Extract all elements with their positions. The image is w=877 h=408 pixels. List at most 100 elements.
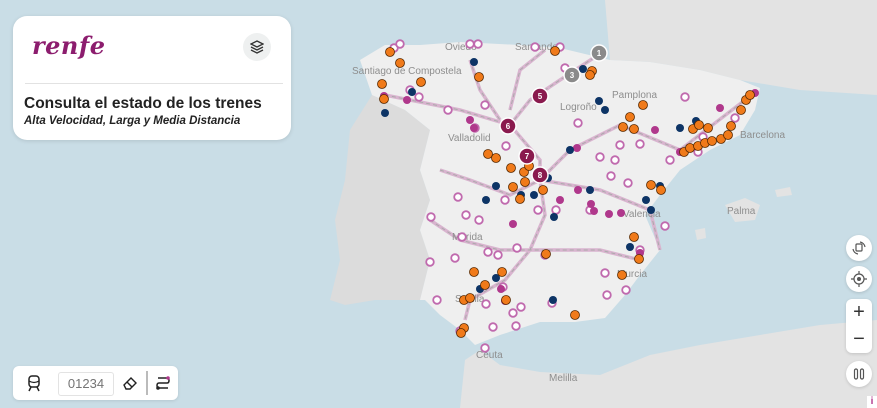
station-marker[interactable] — [551, 205, 561, 215]
train-delayed-marker[interactable] — [520, 177, 530, 187]
station-active-marker[interactable] — [716, 104, 724, 112]
train-on-time-marker[interactable] — [530, 191, 538, 199]
cluster-5[interactable]: 5 — [531, 87, 549, 105]
station-marker[interactable] — [501, 141, 511, 151]
station-active-marker[interactable] — [651, 126, 659, 134]
cluster-circle[interactable] — [531, 87, 549, 105]
station-marker[interactable] — [730, 113, 740, 123]
eraser-icon[interactable] — [121, 374, 139, 392]
station-marker[interactable] — [473, 39, 483, 49]
train-delayed-marker[interactable] — [456, 328, 466, 338]
station-marker[interactable] — [432, 295, 442, 305]
train-delayed-marker[interactable] — [541, 249, 551, 259]
cluster-circle[interactable] — [518, 147, 536, 165]
station-active-marker[interactable] — [574, 186, 582, 194]
station-active-marker[interactable] — [587, 200, 595, 208]
station-marker[interactable] — [480, 343, 490, 353]
train-on-time-marker[interactable] — [549, 296, 557, 304]
train-on-time-marker[interactable] — [601, 106, 609, 114]
train-delayed-marker[interactable] — [707, 136, 717, 146]
train-delayed-marker[interactable] — [474, 72, 484, 82]
train-on-time-marker[interactable] — [647, 206, 655, 214]
train-on-time-marker[interactable] — [586, 186, 594, 194]
station-active-marker[interactable] — [605, 210, 613, 218]
train-delayed-marker[interactable] — [618, 122, 628, 132]
train-delayed-marker[interactable] — [491, 153, 501, 163]
station-marker[interactable] — [488, 322, 498, 332]
train-on-time-marker[interactable] — [579, 65, 587, 73]
train-delayed-marker[interactable] — [506, 163, 516, 173]
cluster-3[interactable]: 3 — [563, 66, 581, 84]
cluster-circle[interactable] — [499, 117, 517, 135]
station-active-marker[interactable] — [497, 285, 505, 293]
station-marker[interactable] — [533, 205, 543, 215]
train-delayed-marker[interactable] — [745, 90, 755, 100]
station-marker[interactable] — [480, 100, 490, 110]
train-delayed-marker[interactable] — [646, 180, 656, 190]
train-delayed-marker[interactable] — [550, 46, 560, 56]
station-marker[interactable] — [602, 290, 612, 300]
station-marker[interactable] — [425, 257, 435, 267]
info-button[interactable]: i — [867, 396, 877, 408]
station-marker[interactable] — [414, 92, 424, 102]
train-delayed-marker[interactable] — [634, 254, 644, 264]
station-marker[interactable] — [512, 243, 522, 253]
train-delayed-marker[interactable] — [638, 100, 648, 110]
train-on-time-marker[interactable] — [626, 243, 634, 251]
train-delayed-marker[interactable] — [379, 94, 389, 104]
station-marker[interactable] — [474, 215, 484, 225]
station-marker[interactable] — [615, 140, 625, 150]
station-marker[interactable] — [395, 39, 405, 49]
train-delayed-marker[interactable] — [617, 270, 627, 280]
station-active-marker[interactable] — [466, 116, 474, 124]
zoom-in-button[interactable]: + — [853, 301, 865, 323]
train-delayed-marker[interactable] — [483, 149, 493, 159]
station-marker[interactable] — [461, 210, 471, 220]
train-delayed-marker[interactable] — [385, 47, 395, 57]
station-active-marker[interactable] — [556, 196, 564, 204]
train-on-time-marker[interactable] — [595, 97, 603, 105]
train-delayed-marker[interactable] — [656, 185, 666, 195]
train-delayed-marker[interactable] — [736, 105, 746, 115]
cluster-circle[interactable] — [563, 66, 581, 84]
train-delayed-marker[interactable] — [465, 293, 475, 303]
train-delayed-marker[interactable] — [585, 70, 595, 80]
station-marker[interactable] — [457, 232, 467, 242]
train-delayed-marker[interactable] — [625, 112, 635, 122]
train-delayed-marker[interactable] — [629, 124, 639, 134]
station-marker[interactable] — [606, 171, 616, 181]
station-marker[interactable] — [481, 299, 491, 309]
station-marker[interactable] — [500, 195, 510, 205]
train-delayed-marker[interactable] — [694, 120, 704, 130]
station-marker[interactable] — [573, 118, 583, 128]
train-on-time-marker[interactable] — [566, 146, 574, 154]
train-delayed-marker[interactable] — [538, 185, 548, 195]
train-on-time-marker[interactable] — [550, 213, 558, 221]
station-marker[interactable] — [450, 253, 460, 263]
train-delayed-marker[interactable] — [508, 182, 518, 192]
train-delayed-marker[interactable] — [480, 280, 490, 290]
train-delayed-marker[interactable] — [377, 79, 387, 89]
station-active-marker[interactable] — [617, 209, 625, 217]
train-delayed-marker[interactable] — [395, 58, 405, 68]
train-on-time-marker[interactable] — [408, 88, 416, 96]
train-delayed-marker[interactable] — [416, 77, 426, 87]
station-marker[interactable] — [465, 39, 475, 49]
station-marker[interactable] — [635, 139, 645, 149]
zoom-out-button[interactable]: − — [853, 328, 865, 350]
train-delayed-marker[interactable] — [703, 123, 713, 133]
station-active-marker[interactable] — [403, 96, 411, 104]
train-delayed-marker[interactable] — [570, 310, 580, 320]
train-delayed-marker[interactable] — [469, 267, 479, 277]
station-active-marker[interactable] — [573, 144, 581, 152]
station-marker[interactable] — [600, 268, 610, 278]
train-delayed-marker[interactable] — [497, 267, 507, 277]
locate-button[interactable] — [846, 266, 872, 292]
train-on-time-marker[interactable] — [492, 274, 500, 282]
station-marker[interactable] — [511, 321, 521, 331]
station-marker[interactable] — [426, 212, 436, 222]
train-on-time-marker[interactable] — [492, 182, 500, 190]
station-marker[interactable] — [493, 250, 503, 260]
layers-button[interactable] — [243, 33, 271, 61]
cluster-8[interactable]: 8 — [531, 166, 549, 184]
